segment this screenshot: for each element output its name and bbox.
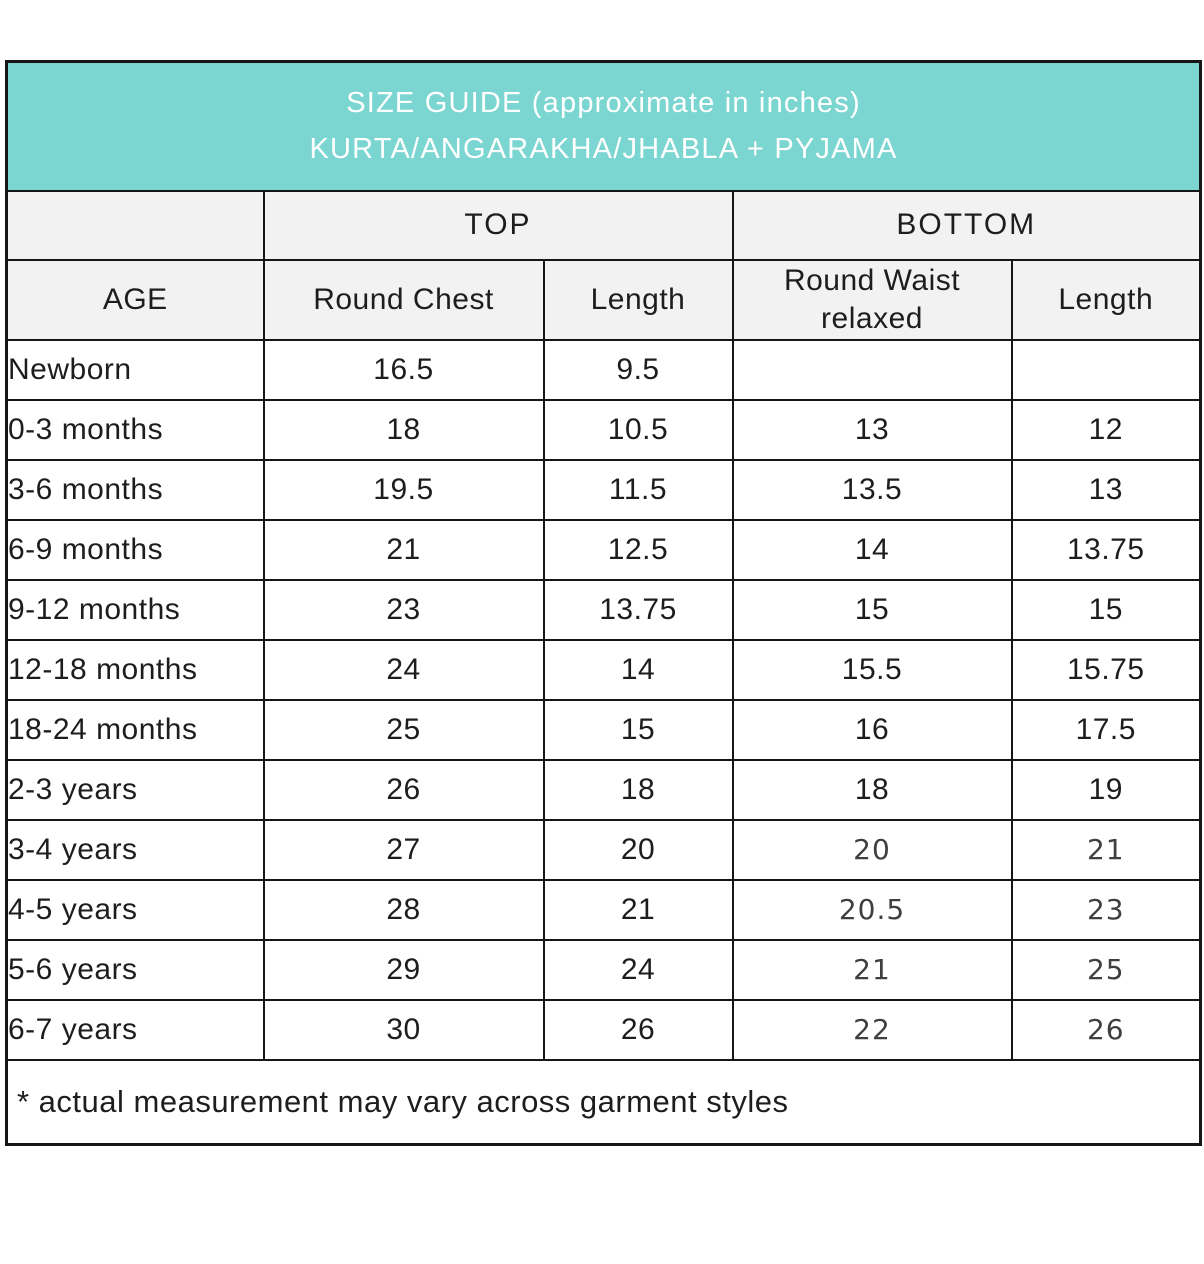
round-chest-cell: 28: [262, 878, 545, 941]
top-length-cell: 13.75: [542, 578, 734, 641]
top-length-cell: 11.5: [542, 458, 734, 521]
top-length-cell: 14: [542, 638, 734, 701]
round-waist-cell: [731, 338, 1013, 401]
column-header-row: AGE Round Chest Length Round Waist relax…: [5, 258, 1202, 341]
bottom-length-cell: 23: [1010, 878, 1202, 941]
age-cell: 6-7 years: [5, 998, 265, 1061]
bottom-length-cell: 15: [1010, 578, 1202, 641]
bottom-length-cell: 13: [1010, 458, 1202, 521]
bottom-length-cell: 12: [1010, 398, 1202, 461]
age-cell: 2-3 years: [5, 758, 265, 821]
bottom-length-cell: [1010, 338, 1202, 401]
top-length-cell: 18: [542, 758, 734, 821]
title-line-2: KURTA/ANGARAKHA/JHABLA + PYJAMA: [309, 133, 898, 166]
column-header-top-length: Length: [542, 258, 734, 341]
group-header-bottom: BOTTOM: [731, 189, 1202, 261]
bottom-length-cell: 25: [1010, 938, 1202, 1001]
column-header-round-waist: Round Waist relaxed: [731, 258, 1013, 341]
round-chest-cell: 18: [262, 398, 545, 461]
round-waist-cell: 15.5: [731, 638, 1013, 701]
round-chest-cell: 19.5: [262, 458, 545, 521]
age-cell: 9-12 months: [5, 578, 265, 641]
bottom-length-cell: 19: [1010, 758, 1202, 821]
bottom-length-cell: 15.75: [1010, 638, 1202, 701]
round-chest-cell: 24: [262, 638, 545, 701]
round-waist-cell: 15: [731, 578, 1013, 641]
group-header-row: TOP BOTTOM: [5, 189, 1202, 261]
round-chest-cell: 30: [262, 998, 545, 1061]
table-row: 6-7 years 30 26 22 26: [5, 998, 1202, 1061]
column-header-age: AGE: [5, 258, 265, 341]
round-chest-cell: 26: [262, 758, 545, 821]
group-header-top: TOP: [262, 189, 734, 261]
table-row: 9-12 months 23 13.75 15 15: [5, 578, 1202, 641]
table-row: 3-6 months 19.5 11.5 13.5 13: [5, 458, 1202, 521]
top-length-cell: 9.5: [542, 338, 734, 401]
table-row: 4-5 years 28 21 20.5 23: [5, 878, 1202, 941]
footnote-text: * actual measurement may vary across gar…: [5, 1058, 1202, 1146]
size-guide-table: SIZE GUIDE (approximate in inches) KURTA…: [5, 60, 1203, 1146]
round-waist-cell: 16: [731, 698, 1013, 761]
age-cell: 12-18 months: [5, 638, 265, 701]
table-row: 6-9 months 21 12.5 14 13.75: [5, 518, 1202, 581]
table-row: 5-6 years 29 24 21 25: [5, 938, 1202, 1001]
age-cell: 4-5 years: [5, 878, 265, 941]
top-length-cell: 10.5: [542, 398, 734, 461]
title-band: SIZE GUIDE (approximate in inches) KURTA…: [5, 60, 1202, 192]
age-cell: 5-6 years: [5, 938, 265, 1001]
title-line-1: SIZE GUIDE (approximate in inches): [346, 87, 861, 120]
age-cell: 6-9 months: [5, 518, 265, 581]
round-waist-cell: 18: [731, 758, 1013, 821]
age-cell: 3-6 months: [5, 458, 265, 521]
bottom-length-cell: 17.5: [1010, 698, 1202, 761]
top-length-cell: 24: [542, 938, 734, 1001]
round-chest-cell: 29: [262, 938, 545, 1001]
bottom-length-cell: 13.75: [1010, 518, 1202, 581]
top-length-cell: 12.5: [542, 518, 734, 581]
round-chest-cell: 23: [262, 578, 545, 641]
table-row: Newborn 16.5 9.5: [5, 338, 1202, 401]
group-header-empty: [5, 189, 265, 261]
round-waist-cell: 14: [731, 518, 1013, 581]
round-chest-cell: 16.5: [262, 338, 545, 401]
age-cell: 18-24 months: [5, 698, 265, 761]
table-row: 3-4 years 27 20 20 21: [5, 818, 1202, 881]
round-waist-cell: 13: [731, 398, 1013, 461]
round-waist-cell: 13.5: [731, 458, 1013, 521]
bottom-length-cell: 21: [1010, 818, 1202, 881]
bottom-length-cell: 26: [1010, 998, 1202, 1061]
footnote-row: * actual measurement may vary across gar…: [5, 1058, 1202, 1146]
top-length-cell: 20: [542, 818, 734, 881]
top-length-cell: 15: [542, 698, 734, 761]
size-rows: Newborn 16.5 9.5 0-3 months 18 10.5 13 12 3-6 mo…: [5, 338, 1202, 1061]
top-length-cell: 21: [542, 878, 734, 941]
table-row: 0-3 months 18 10.5 13 12: [5, 398, 1202, 461]
round-chest-cell: 21: [262, 518, 545, 581]
column-header-bottom-length: Length: [1010, 258, 1202, 341]
round-chest-cell: 27: [262, 818, 545, 881]
age-cell: Newborn: [5, 338, 265, 401]
round-waist-cell: 20: [731, 818, 1013, 881]
round-waist-cell: 22: [731, 998, 1013, 1061]
round-waist-cell: 21: [731, 938, 1013, 1001]
round-waist-cell: 20.5: [731, 878, 1013, 941]
column-header-round-chest: Round Chest: [262, 258, 545, 341]
table-row: 12-18 months 24 14 15.5 15.75: [5, 638, 1202, 701]
title-band-cell: SIZE GUIDE (approximate in inches) KURTA…: [5, 60, 1202, 192]
table-row: 2-3 years 26 18 18 19: [5, 758, 1202, 821]
round-chest-cell: 25: [262, 698, 545, 761]
top-length-cell: 26: [542, 998, 734, 1061]
age-cell: 3-4 years: [5, 818, 265, 881]
age-cell: 0-3 months: [5, 398, 265, 461]
table-row: 18-24 months 25 15 16 17.5: [5, 698, 1202, 761]
